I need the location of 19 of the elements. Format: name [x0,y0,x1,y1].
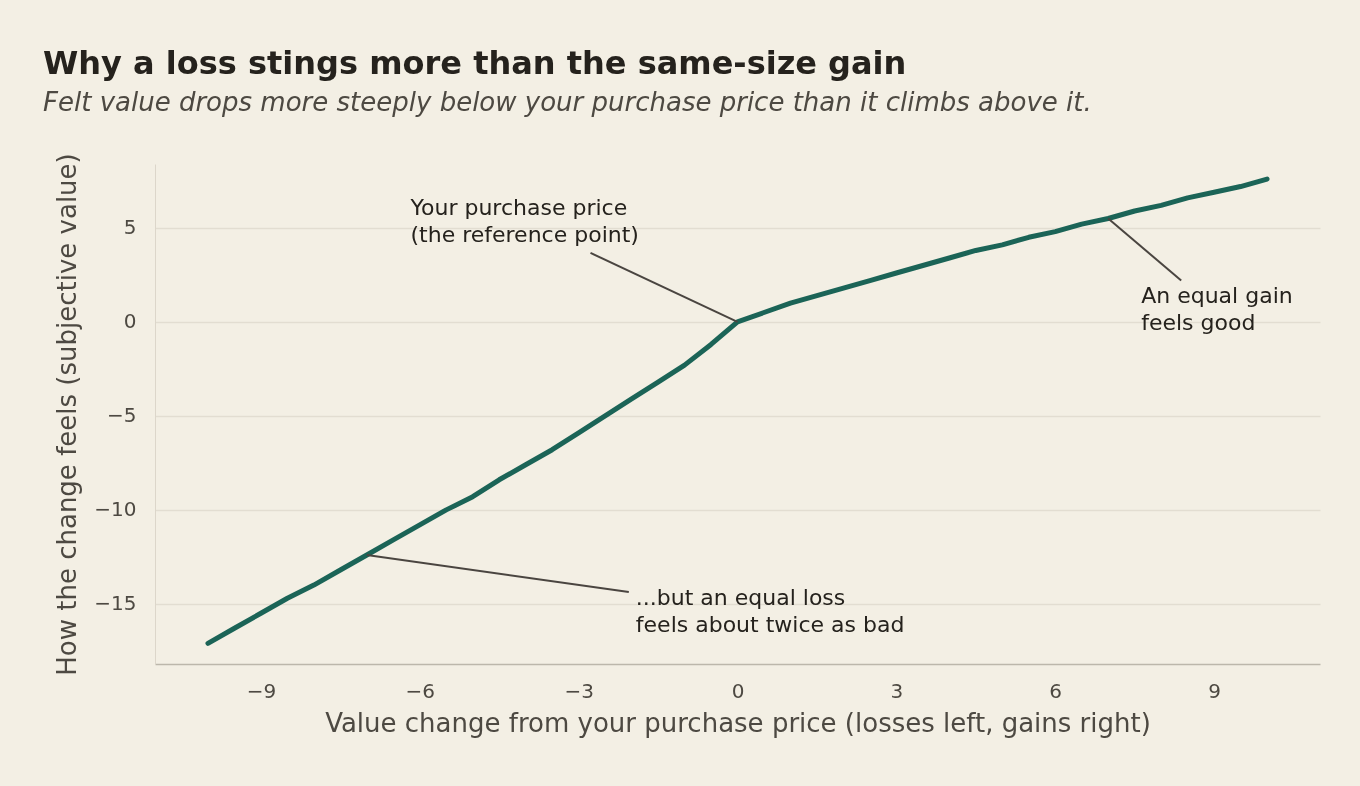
y-tick-label: −5 [107,403,137,428]
y-tick-label: −15 [94,591,137,616]
y-tick-label: 5 [123,215,137,240]
x-tick-label: −6 [405,678,436,703]
annotation: ...but an equal loss feels about twice as bad [635,584,905,637]
chart-title: Why a loss stings more than the same-size gain [43,43,907,82]
y-tick-label: −10 [94,497,137,522]
x-tick-label: −9 [246,678,277,703]
x-tick-label: −3 [564,678,594,703]
x-axis-title: Value change from your purchase price (losses left, gains right) [325,707,1151,738]
x-tick-label: 3 [890,678,904,703]
annotation: An equal gain feels good [1141,282,1293,335]
chart-subtitle: Felt value drops more steeply below your purchase price than it climbs above it. [43,86,1092,117]
x-tick-label: 0 [731,678,745,703]
x-tick-label: 9 [1208,678,1221,703]
y-axis-title: How the change feels (subjective value) [52,153,83,676]
annotation: Your purchase price (the reference point) [409,194,639,247]
y-tick-label: 0 [123,309,137,334]
x-tick-label: 6 [1049,678,1063,703]
